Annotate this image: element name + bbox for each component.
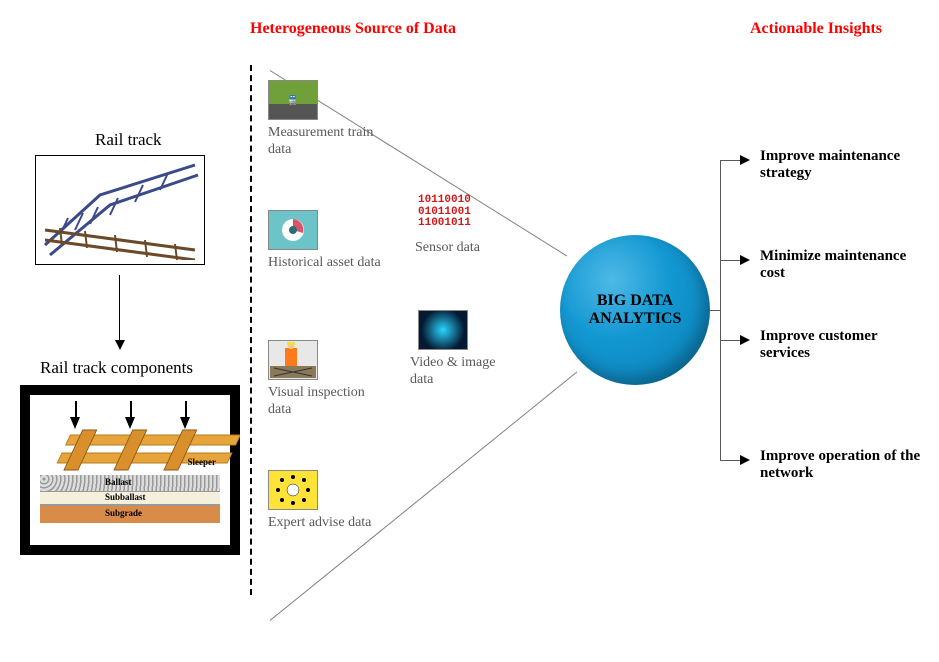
title-heterogeneous: Heterogeneous Source of Data <box>250 20 456 38</box>
rail-track-box <box>35 155 205 265</box>
label-sleeper: Sleeper <box>188 457 217 467</box>
sleepers-layer-icon <box>40 425 240 475</box>
big-data-label: BIG DATA ANALYTICS <box>560 292 710 328</box>
sensor-data-icon: 10110010 01011001 11001011 <box>418 195 471 230</box>
dashed-divider <box>250 65 252 595</box>
video-image-icon <box>418 310 468 350</box>
label-subballast: Subballast <box>105 492 146 502</box>
insight3-branch <box>720 340 740 341</box>
label-ballast: Ballast <box>105 477 132 487</box>
rail-track-icon <box>40 160 200 260</box>
insight4-label: Improve operation of the network <box>760 448 930 482</box>
insight2-branch <box>720 260 740 261</box>
historical-asset-icon <box>268 210 318 250</box>
label-sensor-data: Sensor data <box>415 240 515 257</box>
expert-advise-icon <box>268 470 318 510</box>
insight1-branch <box>720 160 740 161</box>
big-data-circle: BIG DATA ANALYTICS <box>560 235 710 385</box>
measurement-train-icon: 🚆 <box>268 80 318 120</box>
insight1-label: Improve maintenance strategy <box>760 148 930 182</box>
label-historical-asset: Historical asset data <box>268 255 388 272</box>
insight-stem-to-circle <box>708 310 720 311</box>
insight2-label: Minimize maintenance cost <box>760 248 930 282</box>
arrow-rail-to-components <box>115 275 125 350</box>
label-expert-advise: Expert advise data <box>268 515 388 532</box>
insight3-arrow <box>740 335 750 345</box>
insight2-arrow <box>740 255 750 265</box>
label-measurement-train: Measurement train data <box>268 125 398 159</box>
rail-components-box: Sleeper Ballast Subballast Subgrade <box>20 385 240 555</box>
label-visual-inspection: Visual inspection data <box>268 385 388 419</box>
insight4-arrow <box>740 455 750 465</box>
insight4-branch <box>720 460 740 461</box>
title-insights: Actionable Insights <box>750 20 882 38</box>
insight3-label: Improve customer services <box>760 328 930 362</box>
insight1-arrow <box>740 155 750 165</box>
label-subgrade: Subgrade <box>105 508 142 518</box>
insight-stem <box>720 160 721 460</box>
label-rail-track: Rail track <box>95 130 162 150</box>
label-rail-components: Rail track components <box>40 358 193 378</box>
label-video-image: Video & image data <box>410 355 520 389</box>
visual-inspection-icon <box>268 340 318 380</box>
